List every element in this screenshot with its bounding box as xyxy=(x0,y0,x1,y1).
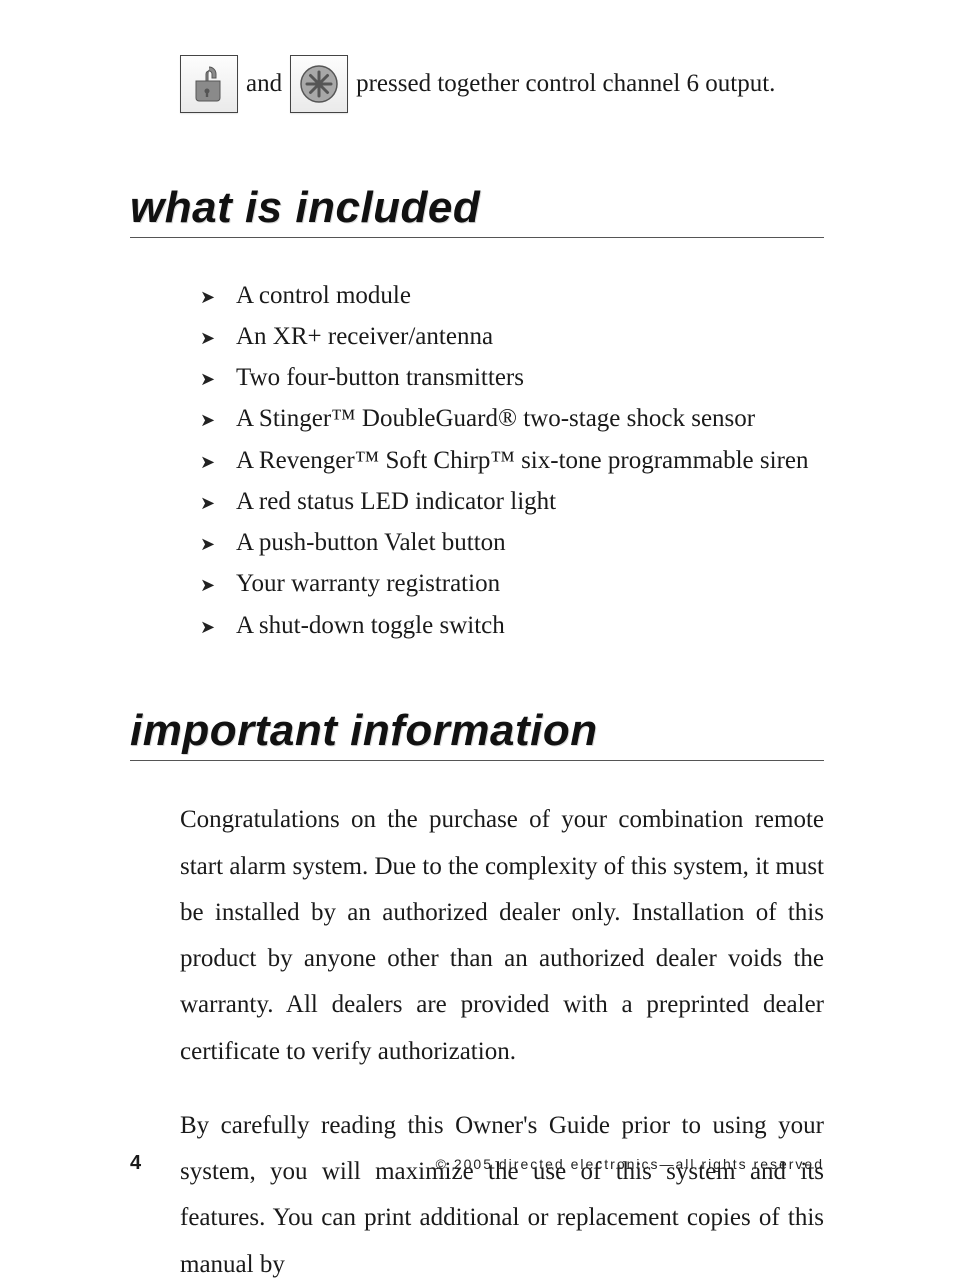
bullet-icon: ➤ xyxy=(200,448,218,478)
asterisk-icon xyxy=(290,55,348,113)
list-item: ➤ A Stinger™ DoubleGuard® two-stage shock… xyxy=(200,398,954,439)
list-item-text: A push-button Valet button xyxy=(236,522,506,563)
list-item-text: Two four-button transmitters xyxy=(236,357,524,398)
copyright: © 2005 directed electronics—all rights r… xyxy=(436,1156,824,1172)
list-item: ➤ A shut-down toggle switch xyxy=(200,605,954,646)
intro-and: and xyxy=(246,70,282,98)
intro-line: and pressed together control channel 6 o… xyxy=(180,55,954,113)
list-item: ➤ Two four-button transmitters xyxy=(200,357,954,398)
bullet-icon: ➤ xyxy=(200,324,218,354)
footer: 4 © 2005 directed electronics—all rights… xyxy=(0,1152,954,1175)
list-item-text: A Stinger™ DoubleGuard® two-stage shock … xyxy=(236,398,755,439)
page: and pressed together control channel 6 o… xyxy=(0,0,954,1235)
list-item-text: A control module xyxy=(236,275,411,316)
list-item: ➤ Your warranty registration xyxy=(200,563,954,604)
list-item: ➤ A push-button Valet button xyxy=(200,522,954,563)
heading-important-information: important information xyxy=(130,706,824,761)
list-item: ➤ A control module xyxy=(200,275,954,316)
heading-what-is-included: what is included xyxy=(130,183,824,238)
intro-rest: pressed together control channel 6 outpu… xyxy=(356,70,775,98)
bullet-icon: ➤ xyxy=(200,283,218,313)
page-number: 4 xyxy=(130,1152,141,1175)
list-item-text: A Revenger™ Soft Chirp™ six-tone program… xyxy=(236,440,809,481)
list-item-text: A shut-down toggle switch xyxy=(236,605,505,646)
bullet-icon: ➤ xyxy=(200,365,218,395)
body-text: Congratulations on the purchase of your … xyxy=(180,797,824,1288)
bullet-icon: ➤ xyxy=(200,571,218,601)
bullet-icon: ➤ xyxy=(200,613,218,643)
list-item-text: An XR+ receiver/antenna xyxy=(236,316,493,357)
list-item-text: Your warranty registration xyxy=(236,563,500,604)
list-item: ➤ An XR+ receiver/antenna xyxy=(200,316,954,357)
list-item: ➤ A Revenger™ Soft Chirp™ six-tone progra… xyxy=(200,440,954,481)
paragraph: Congratulations on the purchase of your … xyxy=(180,797,824,1075)
paragraph: By carefully reading this Owner's Guide … xyxy=(180,1103,824,1288)
bullet-icon: ➤ xyxy=(200,489,218,519)
unlock-icon xyxy=(180,55,238,113)
bullet-icon: ➤ xyxy=(200,406,218,436)
bullet-icon: ➤ xyxy=(200,530,218,560)
list-item-text: A red status LED indicator light xyxy=(236,481,556,522)
list-item: ➤ A red status LED indicator light xyxy=(200,481,954,522)
included-list: ➤ A control module ➤ An XR+ receiver/anten… xyxy=(0,275,954,646)
